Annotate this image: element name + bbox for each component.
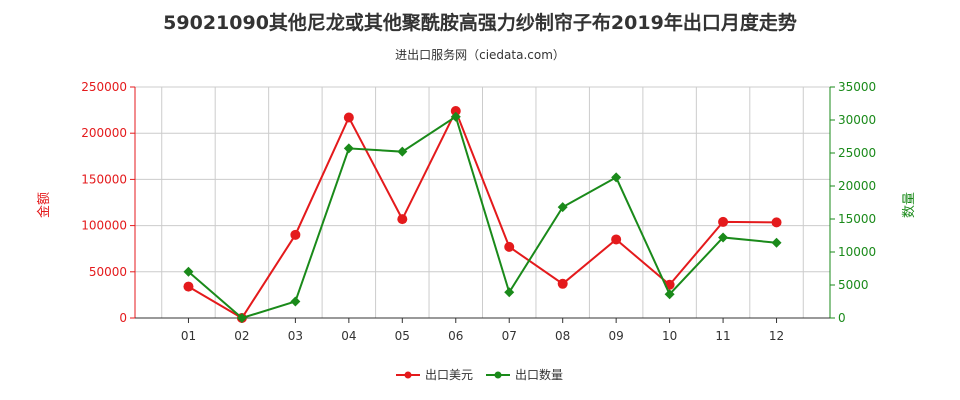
x-axis-ticks: 01 02 03 04 05 06 07 08 09 10 11 12 <box>181 318 784 343</box>
series-2-point[interactable] <box>236 313 247 323</box>
series-1-point[interactable] <box>397 214 408 225</box>
legend-label-series-1: 出口美元 <box>425 368 473 382</box>
series-1-point[interactable] <box>504 241 515 252</box>
left-axis-ticks: 0 50000 100000 150000 200000 250000 <box>81 80 135 325</box>
series-2-point[interactable] <box>504 287 515 298</box>
x-tick-label: 08 <box>555 329 570 343</box>
series-1-point[interactable] <box>343 112 354 123</box>
series-1-point[interactable] <box>183 281 194 292</box>
series-2-point[interactable] <box>183 266 194 277</box>
series-1-point[interactable] <box>611 234 622 245</box>
axes <box>134 87 831 319</box>
left-tick-label: 0 <box>119 311 127 325</box>
gridlines <box>135 86 830 319</box>
x-tick-label: 05 <box>395 329 410 343</box>
right-tick-label: 5000 <box>838 278 869 292</box>
series-2-point[interactable] <box>343 143 354 154</box>
series-2-point[interactable] <box>664 289 675 300</box>
right-tick-label: 30000 <box>838 113 876 127</box>
legend-item-series-1[interactable]: 出口美元 <box>396 368 473 382</box>
left-tick-label: 200000 <box>81 126 127 140</box>
series-2-point[interactable] <box>771 237 782 248</box>
x-tick-label: 11 <box>715 329 730 343</box>
right-axis-ticks: 0 5000 10000 15000 20000 25000 30000 35000 <box>830 80 876 325</box>
series-1-point[interactable] <box>557 278 568 289</box>
x-tick-label: 12 <box>769 329 784 343</box>
legend-label-series-2: 出口数量 <box>515 367 563 382</box>
series-1-point[interactable] <box>450 106 461 117</box>
x-tick-label: 03 <box>288 329 303 343</box>
series-group <box>183 106 782 323</box>
x-tick-label: 01 <box>181 329 196 343</box>
series-1-line <box>187 108 777 320</box>
chart-title: 59021090其他尼龙或其他聚酰胺高强力纱制帘子布2019年出口月度走势 <box>163 12 797 34</box>
right-axis-label: 数量 <box>902 192 917 218</box>
right-tick-label: 0 <box>838 311 846 325</box>
series-1-point[interactable] <box>290 229 301 240</box>
x-tick-label: 09 <box>609 329 624 343</box>
right-tick-label: 35000 <box>838 80 876 94</box>
left-tick-label: 50000 <box>89 265 127 279</box>
x-tick-label: 10 <box>662 329 677 343</box>
legend-item-series-2[interactable]: 出口数量 <box>486 367 563 382</box>
series-2-point[interactable] <box>450 111 461 122</box>
series-2-point[interactable] <box>611 172 622 183</box>
left-tick-label: 250000 <box>81 80 127 94</box>
x-tick-label: 02 <box>234 329 249 343</box>
series-1-point[interactable] <box>718 216 729 227</box>
series-2-point[interactable] <box>718 232 729 243</box>
right-tick-label: 20000 <box>838 179 876 193</box>
right-tick-label: 15000 <box>838 212 876 226</box>
series-2-point[interactable] <box>557 202 568 213</box>
x-tick-label: 07 <box>502 329 517 343</box>
x-tick-label: 06 <box>448 329 463 343</box>
right-tick-label: 25000 <box>838 146 876 160</box>
chart-subtitle: 进出口服务网（ciedata.com） <box>395 48 565 62</box>
series-2-point[interactable] <box>290 296 301 307</box>
left-tick-label: 150000 <box>81 172 127 186</box>
legend: 出口美元 出口数量 <box>396 367 563 382</box>
series-2-point[interactable] <box>397 146 408 157</box>
series-2-line <box>187 115 777 320</box>
left-tick-label: 100000 <box>81 219 127 233</box>
x-tick-label: 04 <box>341 329 356 343</box>
left-axis-label: 金额 <box>36 192 52 218</box>
series-1-point[interactable] <box>771 217 782 228</box>
right-tick-label: 10000 <box>838 245 876 259</box>
